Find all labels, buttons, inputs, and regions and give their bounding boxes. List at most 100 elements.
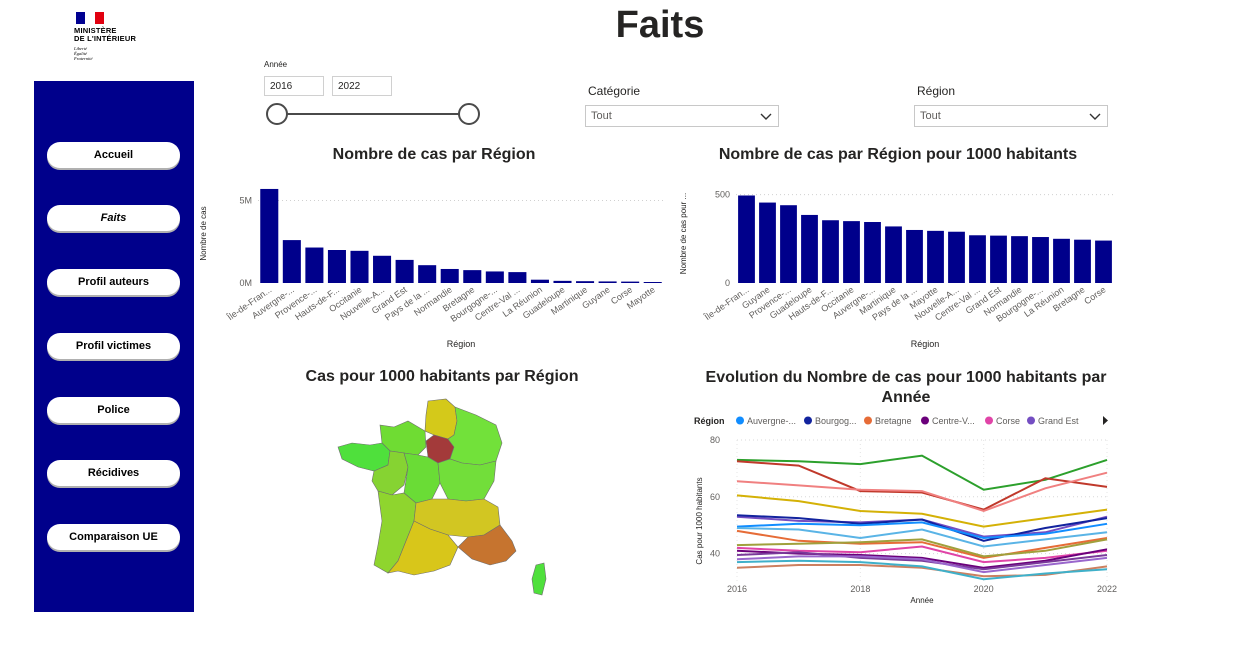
map-region-occitanie[interactable]	[387, 520, 459, 576]
category-dropdown[interactable]: Tout	[585, 105, 779, 127]
chevron-down-icon	[760, 113, 772, 120]
map-region-grand-est[interactable]	[447, 406, 503, 466]
bar[interactable]	[969, 235, 986, 283]
bar[interactable]	[621, 281, 640, 283]
x-axis-title: Région	[911, 339, 940, 349]
bar[interactable]	[801, 214, 818, 283]
year-to-input[interactable]: 2022	[332, 76, 392, 96]
legend-marker	[1027, 416, 1035, 425]
series-line[interactable]	[736, 559, 1108, 581]
y-tick-label: 40	[710, 549, 720, 559]
bar[interactable]	[1095, 240, 1112, 283]
region-value: Tout	[920, 110, 941, 122]
legend-item[interactable]: Corse	[996, 416, 1020, 426]
series-line[interactable]	[736, 471, 1108, 513]
bar[interactable]	[395, 259, 414, 283]
map-region-pays-de-la-loire[interactable]	[371, 450, 409, 496]
bar[interactable]	[1053, 238, 1070, 283]
x-tick-label: 2020	[974, 584, 994, 594]
bar[interactable]	[350, 250, 369, 283]
y-tick-label: 5M	[239, 196, 252, 206]
series-line[interactable]	[736, 545, 1108, 564]
bar[interactable]	[906, 229, 923, 283]
series-line[interactable]	[736, 548, 1108, 569]
french-flag-icon	[76, 12, 104, 24]
ministry-logo: MINISTÈRE DE L'INTÉRIEUR Liberté Égalité…	[74, 12, 184, 72]
bar[interactable]	[780, 205, 797, 283]
map-region-bourgogne-franche-comte[interactable]	[437, 458, 497, 502]
bar[interactable]	[885, 226, 902, 283]
bar[interactable]	[643, 282, 662, 283]
bar[interactable]	[508, 272, 527, 283]
bar[interactable]	[864, 222, 881, 283]
nav-comparaison-ue-button[interactable]: Comparaison UE	[47, 524, 180, 550]
bar[interactable]	[1032, 237, 1049, 283]
bar[interactable]	[598, 281, 617, 283]
nav-police-button[interactable]: Police	[47, 397, 180, 423]
bar[interactable]	[463, 270, 482, 283]
bar[interactable]	[485, 271, 504, 283]
year-range-slider[interactable]	[262, 102, 492, 128]
legend-item[interactable]: Bretagne	[875, 416, 912, 426]
legend-item[interactable]: Centre-V...	[932, 416, 975, 426]
legend-item[interactable]: Auvergne-...	[747, 416, 796, 426]
bar[interactable]	[305, 247, 324, 283]
series-line[interactable]	[736, 460, 1108, 511]
line-chart-legend: Région Auvergne-... Bourgog... Bretagne Cent…	[694, 416, 1108, 426]
legend-next-arrow-icon[interactable]	[1103, 416, 1108, 425]
bar[interactable]	[260, 188, 279, 283]
nav-profil-victimes-button[interactable]: Profil victimes	[47, 333, 180, 359]
bar[interactable]	[373, 255, 392, 283]
series-line[interactable]	[736, 514, 1108, 542]
bar[interactable]	[1074, 239, 1091, 283]
bar[interactable]	[282, 240, 301, 283]
nav-faits-button[interactable]: Faits	[47, 205, 180, 231]
map-region-corse[interactable]	[531, 562, 547, 596]
map-region-centre-val-de-loire[interactable]	[403, 452, 441, 504]
series-line[interactable]	[736, 521, 1108, 540]
bar[interactable]	[843, 221, 860, 283]
bar[interactable]	[576, 281, 595, 283]
series-line[interactable]	[736, 538, 1108, 558]
series-line[interactable]	[736, 551, 1108, 571]
map-region-bretagne[interactable]	[337, 442, 391, 472]
bar[interactable]	[759, 202, 776, 283]
legend-item[interactable]: Grand Est	[1038, 416, 1079, 426]
bar[interactable]	[948, 231, 965, 283]
nav-recidives-button[interactable]: Récidives	[47, 460, 180, 486]
x-axis-title: Région	[447, 339, 476, 349]
series-line[interactable]	[736, 564, 1108, 578]
logo-motto: Liberté Égalité Fraternité	[74, 46, 93, 61]
bar[interactable]	[1011, 236, 1028, 283]
bar[interactable]	[530, 279, 549, 283]
year-from-input[interactable]: 2016	[264, 76, 324, 96]
nav-accueil-button[interactable]: Accueil	[47, 142, 180, 168]
legend-marker	[921, 416, 929, 425]
bar[interactable]	[990, 235, 1007, 283]
year-slicer-label: Année	[264, 60, 288, 69]
x-tick-label: Corse	[1082, 284, 1107, 306]
bar[interactable]	[553, 280, 572, 283]
bar[interactable]	[327, 250, 346, 283]
bar[interactable]	[418, 265, 437, 283]
bar[interactable]	[927, 230, 944, 283]
map-region-hauts-de-france[interactable]	[424, 398, 458, 440]
series-line[interactable]	[736, 494, 1108, 528]
legend-item[interactable]: Bourgog...	[815, 416, 857, 426]
page-title: Faits	[615, 4, 705, 46]
legend-marker	[985, 416, 993, 425]
bar[interactable]	[440, 268, 459, 283]
slider-handle-start[interactable]	[266, 103, 288, 125]
map-region-provence-alpes-cote-dazur[interactable]	[457, 524, 517, 566]
sidebar-nav: Accueil Faits Profil auteurs Profil vict…	[34, 81, 194, 612]
france-regions-map[interactable]	[330, 395, 560, 605]
region-dropdown[interactable]: Tout	[914, 105, 1108, 127]
nav-profil-auteurs-button[interactable]: Profil auteurs	[47, 269, 180, 295]
slider-handle-end[interactable]	[458, 103, 480, 125]
series-line[interactable]	[736, 527, 1108, 548]
bar[interactable]	[738, 195, 755, 283]
series-line[interactable]	[736, 529, 1108, 559]
bar[interactable]	[822, 220, 839, 283]
series-line[interactable]	[736, 454, 1108, 491]
series-line[interactable]	[736, 555, 1108, 574]
